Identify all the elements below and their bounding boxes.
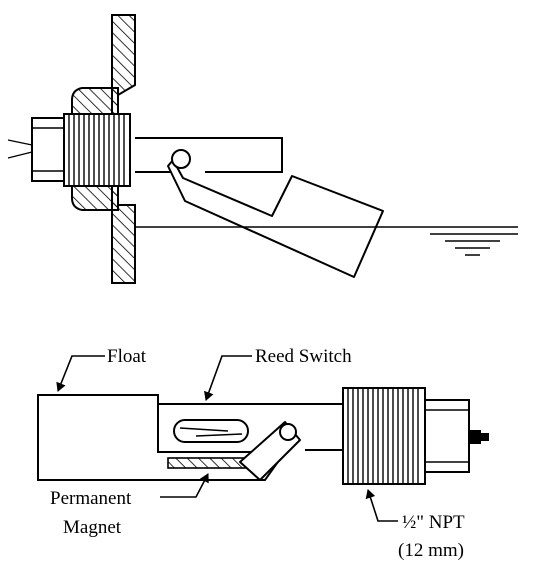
npt-leader [365,489,398,522]
magnet-label: Magnet [63,517,122,538]
float-arm [167,159,384,278]
water-level-symbol [430,233,518,256]
wire-exit [469,430,481,444]
detail-thread-lines [347,388,419,484]
stem-outline [157,395,345,452]
reed-switch-label: Reed Switch [255,346,352,367]
installation-view [7,14,518,284]
detail-pivot-pin [279,423,297,441]
reed-switch-leader [204,355,252,401]
permanent-label: Permanent [50,488,132,509]
float-label: Float [107,346,147,367]
detail-hex [424,399,470,473]
wire-leads [7,139,33,159]
switch-stem [135,137,283,173]
reed-contacts [179,427,243,437]
npt-label: ½" NPT [402,512,465,533]
reed-switch-capsule [173,419,249,443]
permanent-magnet [167,457,253,469]
detail-threaded-fitting [342,387,426,485]
npt-metric-label: (12 mm) [398,540,464,561]
pivot-pin [171,149,191,169]
magnet-leader [160,473,209,498]
float-leader [56,355,105,392]
detail-view: Float Reed Switch Permanent Magnet ½" NP… [37,346,489,561]
thread-lines [68,114,125,186]
